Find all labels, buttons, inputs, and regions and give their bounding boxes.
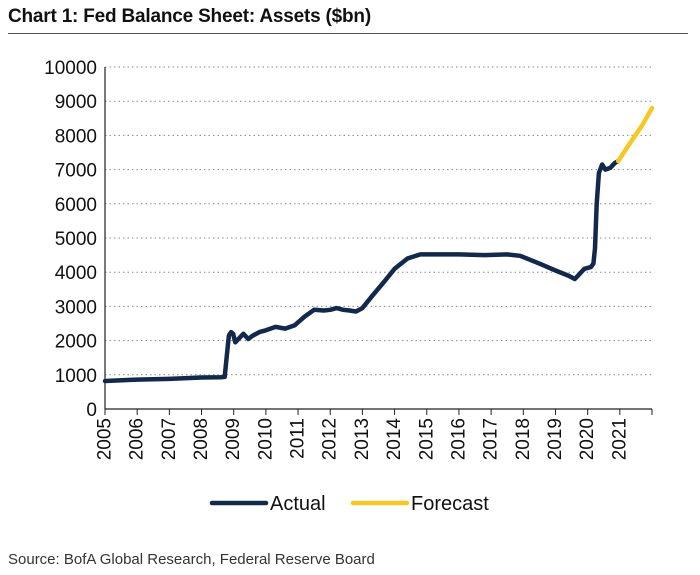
x-tick-label: 2020 [577,418,598,460]
x-tick-label: 2007 [159,418,180,460]
x-tick-label: 2015 [416,418,437,460]
y-tick-label: 3000 [55,297,97,318]
y-tick-label: 2000 [55,332,97,353]
x-axis: 2005 2006 2007 2008 2009 2010 2011 2012 2013 2014… [95,67,653,460]
x-tick-label: 2014 [384,418,405,461]
x-tick-label: 2021 [609,418,630,460]
x-tick-label: 2018 [513,418,534,460]
x-tick-label: 2010 [255,418,276,460]
y-tick-label: 10000 [44,58,97,79]
legend-label-actual: Actual [270,493,326,515]
x-tick-label: 2016 [448,418,469,460]
y-axis-ticks: 0 1000 2000 3000 4000 5000 6000 7000 8000 9000 100… [44,58,97,421]
x-tick-label: 2011 [288,418,309,459]
gridlines [105,66,652,376]
y-tick-label: 8000 [55,126,97,147]
x-tick-label: 2017 [481,418,502,460]
x-tick-label: 2012 [320,418,341,460]
title-divider [8,33,688,34]
series-line-actual [102,158,621,384]
series-lines [102,105,655,384]
y-tick-label: 0 [86,400,97,421]
x-tick-label: 2005 [95,418,116,460]
legend-label-forecast: Forecast [411,493,489,515]
y-tick-label: 1000 [55,366,97,387]
chart: 0 1000 2000 3000 4000 5000 6000 7000 8000 9000 100… [44,58,655,515]
x-tick-label: 2006 [127,418,148,460]
y-tick-label: 7000 [55,161,97,182]
x-tick-label: 2013 [352,418,373,460]
source-note: Source: BofA Global Research, Federal Re… [8,551,375,568]
chart-title: Chart 1: Fed Balance Sheet: Assets ($bn) [8,6,371,27]
y-tick-label: 6000 [55,195,97,216]
y-tick-label: 4000 [55,263,97,284]
x-tick-label: 2008 [191,418,212,460]
series-line-forecast [615,105,655,164]
x-tick-label: 2019 [545,418,566,460]
x-tick-label: 2009 [223,418,244,460]
y-tick-label: 5000 [55,229,97,250]
legend: Actual Forecast [209,493,489,515]
y-tick-label: 9000 [55,92,97,113]
